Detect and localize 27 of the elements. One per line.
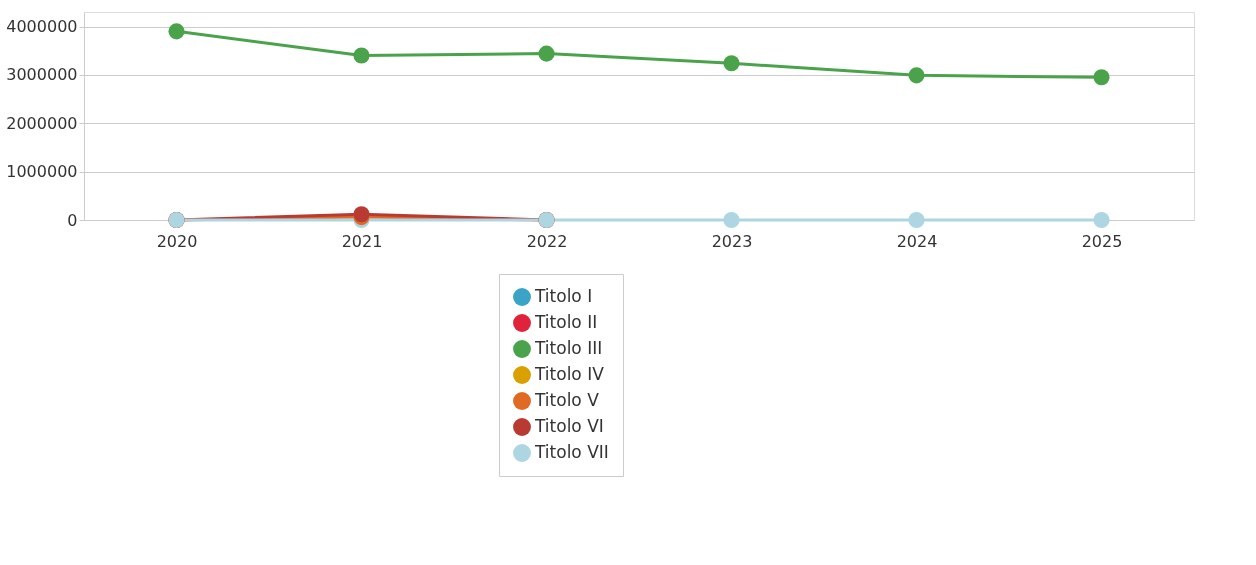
- point: [538, 45, 555, 62]
- y-tick-label: 0: [67, 210, 78, 230]
- legend-label: Titolo V: [534, 390, 600, 410]
- point: [908, 67, 925, 84]
- y-tick-label: 4000000: [6, 17, 78, 37]
- point: [723, 211, 740, 229]
- point: [723, 55, 740, 72]
- legend-label: Titolo II: [534, 312, 598, 332]
- point: [168, 23, 185, 40]
- x-tick-label: 2023: [711, 231, 753, 251]
- legend-label: Titolo VII: [534, 442, 609, 462]
- y-tick-label: 3000000: [6, 65, 78, 85]
- x-tick-label: 2022: [526, 231, 568, 251]
- x-tick-label: 2021: [341, 231, 383, 251]
- legend-label: Titolo VI: [534, 416, 604, 436]
- point: [353, 47, 370, 64]
- x-tick-label: 2020: [156, 231, 198, 251]
- x-tick-label: 2024: [896, 231, 938, 251]
- x-tick-label: 2025: [1081, 231, 1123, 251]
- y-tick-label: 2000000: [6, 113, 78, 133]
- point: [1093, 211, 1110, 229]
- legend-label: Titolo IV: [534, 364, 605, 384]
- legend-label: Titolo I: [534, 286, 593, 306]
- legend-label: Titolo III: [534, 338, 603, 358]
- point: [908, 211, 925, 229]
- point: [1093, 69, 1110, 86]
- y-tick-label: 1000000: [6, 162, 78, 182]
